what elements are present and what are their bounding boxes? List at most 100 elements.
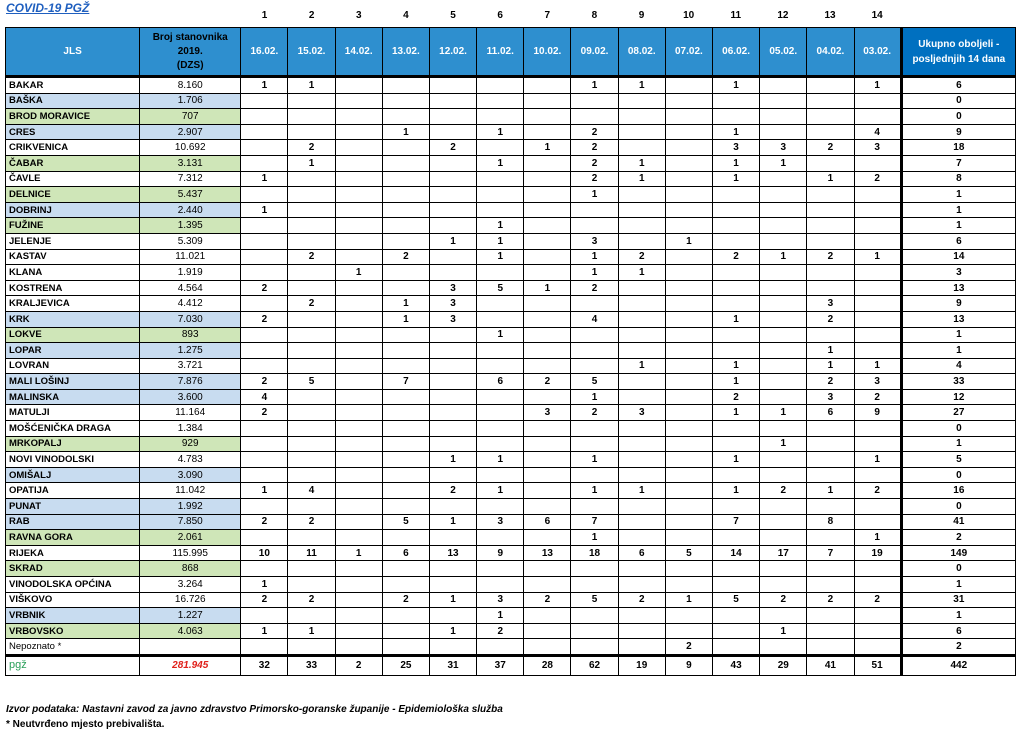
day-count-cell	[853, 326, 902, 344]
total-cell: 3	[899, 264, 1017, 281]
population-cell: 1.395	[139, 217, 242, 234]
day-count-cell	[711, 466, 761, 484]
day-count-cell: 2	[664, 638, 714, 656]
day-count-cell: 1	[711, 75, 761, 94]
header-date: 06.02.	[711, 27, 761, 77]
day-count-cell	[476, 92, 525, 110]
population-cell: 3.131	[139, 154, 242, 172]
day-count-cell	[240, 123, 289, 141]
table-row: PUNAT 1.992 0	[4, 498, 1017, 515]
day-count-cell	[428, 326, 478, 344]
day-count-cell	[853, 279, 902, 297]
day-count-cell	[759, 498, 808, 515]
day-count-cell	[617, 576, 666, 593]
day-count-cell	[617, 279, 666, 297]
table-row: Nepoznato * 2 2	[4, 638, 1017, 656]
column-number: 1	[261, 10, 268, 21]
day-count-cell	[334, 466, 383, 484]
day-count-cell	[523, 466, 572, 484]
total-cell: 16	[899, 482, 1017, 500]
day-count-cell	[381, 154, 430, 172]
header-date: 11.02.	[476, 27, 525, 77]
day-count-cell	[806, 264, 855, 281]
day-count-cell	[334, 154, 383, 172]
day-count-cell: 2	[711, 248, 761, 266]
day-count-cell	[853, 186, 902, 203]
day-count-cell	[240, 529, 289, 546]
table-row: BAŠKA 1.706 0	[4, 92, 1017, 110]
day-count-cell	[381, 498, 430, 515]
day-count-cell	[664, 529, 714, 546]
day-count-cell: 5	[570, 591, 619, 609]
day-count-cell	[476, 435, 525, 453]
day-count-cell: 2	[287, 139, 336, 156]
day-count-cell	[570, 560, 619, 577]
day-count-cell: 7	[806, 544, 855, 562]
day-count-cell: 1	[476, 451, 525, 468]
table-row: SKRAD 868 0	[4, 560, 1017, 577]
source-note: Izvor podataka: Nastavni zavod za javno …	[6, 704, 503, 715]
day-count-cell	[287, 279, 336, 297]
day-count-cell	[617, 466, 666, 484]
day-count-cell	[381, 170, 430, 188]
day-count-cell	[334, 92, 383, 110]
table-row: OPATIJA 11.042 1 4 2 1 1 1 1 2 1 2 16	[4, 482, 1017, 500]
day-count-cell	[759, 92, 808, 110]
day-count-cell	[759, 466, 808, 484]
municipality-name: KRK	[4, 310, 141, 328]
day-count-cell	[759, 326, 808, 344]
day-count-cell	[806, 560, 855, 577]
day-count-cell: 5	[287, 373, 336, 390]
day-count-cell	[806, 420, 855, 437]
day-count-cell	[334, 232, 383, 250]
day-count-cell	[428, 576, 478, 593]
day-count-cell: 1	[617, 170, 666, 188]
day-count-cell	[381, 75, 430, 94]
day-count-cell	[759, 373, 808, 390]
table-row: CRIKVENICA 10.692 2 2 1 2 3 3 2 3 18	[4, 139, 1017, 156]
total-cell: 7	[899, 154, 1017, 172]
day-count-cell	[287, 264, 336, 281]
table-row: KOSTRENA 4.564 2 3 5 1 2 13	[4, 279, 1017, 297]
day-count-cell: 1	[664, 591, 714, 609]
day-count-cell	[287, 638, 336, 656]
day-count-cell	[570, 498, 619, 515]
day-count-cell	[428, 357, 478, 375]
day-count-cell	[381, 420, 430, 437]
table-row: DOBRINJ 2.440 1 1	[4, 201, 1017, 219]
total-cell: 12	[899, 388, 1017, 406]
day-count-cell	[664, 170, 714, 188]
table-row: MRKOPALJ 929 1 1	[4, 435, 1017, 453]
header-date: 03.02.	[853, 27, 902, 77]
day-count-cell	[381, 529, 430, 546]
day-count-cell	[287, 607, 336, 624]
day-count-cell	[853, 232, 902, 250]
day-count-cell	[759, 295, 808, 312]
day-count-cell	[428, 154, 478, 172]
day-count-cell	[806, 326, 855, 344]
day-count-cell	[759, 420, 808, 437]
population-cell: 1.706	[139, 92, 242, 110]
day-count-cell	[759, 513, 808, 531]
day-count-cell: 1	[240, 201, 289, 219]
day-count-cell: 3	[711, 139, 761, 156]
day-count-cell	[476, 295, 525, 312]
day-count-cell: 2	[287, 513, 336, 531]
day-count-cell	[428, 466, 478, 484]
day-count-cell	[853, 154, 902, 172]
population-cell: 1.275	[139, 342, 242, 359]
day-count-cell	[806, 217, 855, 234]
day-count-cell	[240, 232, 289, 250]
day-count-cell	[617, 498, 666, 515]
day-count-cell	[428, 529, 478, 546]
column-number: 5	[450, 10, 456, 21]
day-count-cell	[240, 154, 289, 172]
day-count-cell: 5	[381, 513, 430, 531]
day-count-cell: 1	[570, 264, 619, 281]
day-count-cell	[664, 435, 714, 453]
day-count-cell	[617, 373, 666, 390]
day-count-cell: 1	[570, 529, 619, 546]
day-count-cell	[617, 638, 666, 656]
day-count-cell	[381, 108, 430, 125]
day-count-cell: 1	[617, 482, 666, 500]
